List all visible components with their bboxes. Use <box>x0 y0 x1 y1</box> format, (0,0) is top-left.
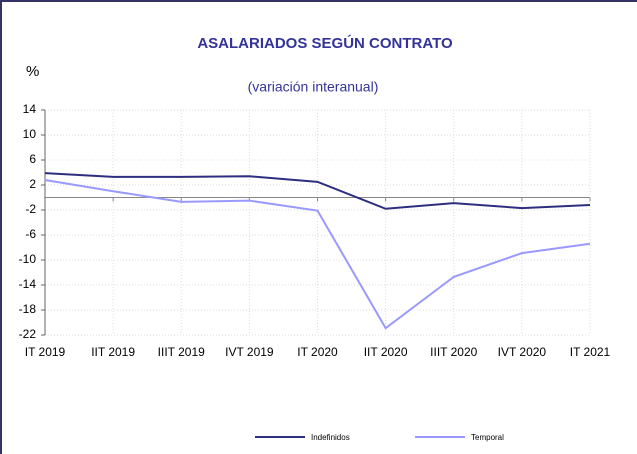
x-tick-label: IIIT 2019 <box>158 345 205 359</box>
y-tick-label: -10 <box>19 252 37 266</box>
x-tick-label: IVT 2020 <box>498 345 547 359</box>
y-tick-label: 10 <box>23 127 37 141</box>
legend-label: Temporal <box>471 433 504 442</box>
y-tick-label: -6 <box>25 227 36 241</box>
y-tick-label: 2 <box>29 177 36 191</box>
y-tick-label: -18 <box>19 302 37 316</box>
chart-title: ASALARIADOS SEGÚN CONTRATO <box>197 34 453 52</box>
x-tick-label: IT 2020 <box>297 345 338 359</box>
x-tick-label: IIIT 2020 <box>430 345 477 359</box>
y-tick-label: -14 <box>19 277 37 291</box>
x-tick-label: IIT 2020 <box>364 345 408 359</box>
x-tick-label: IIT 2019 <box>91 345 135 359</box>
x-tick-label: IVT 2019 <box>225 345 274 359</box>
y-tick-label: -22 <box>19 327 37 341</box>
series-line <box>44 172 591 210</box>
y-tick-label: 6 <box>29 152 36 166</box>
x-tick-label: IT 2019 <box>25 345 66 359</box>
y-tick-label: 14 <box>23 102 37 116</box>
x-tick-label: IT 2021 <box>570 345 611 359</box>
y-tick-label: -2 <box>25 202 36 216</box>
series-line <box>44 179 591 330</box>
legend-label: Indefinidos <box>311 433 350 442</box>
chart-subtitle: (variación interanual) <box>248 79 379 95</box>
y-axis-label: % <box>26 63 39 80</box>
